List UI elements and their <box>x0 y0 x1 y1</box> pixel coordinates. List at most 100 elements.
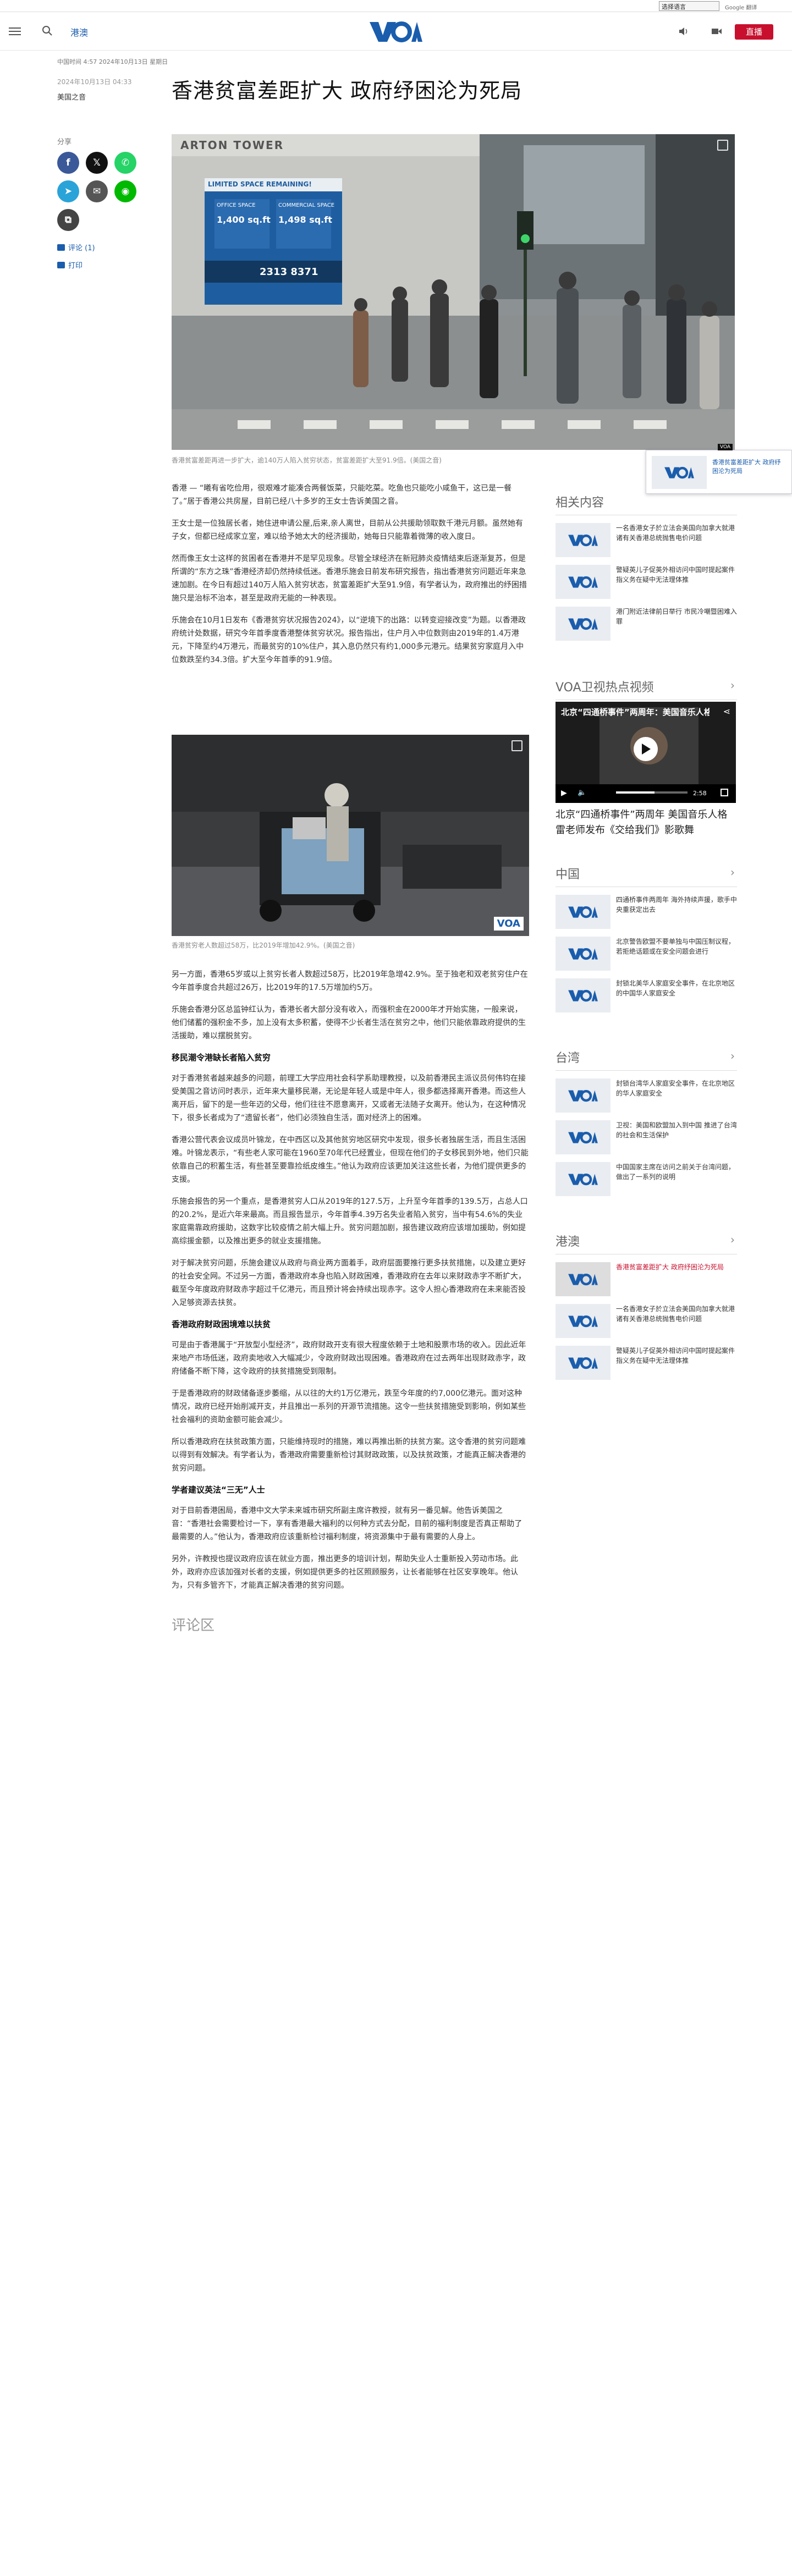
list-item[interactable]: 北京警告欧盟不要单独与中国压制议程，若拒绝话题或在安全问题会进行 <box>556 937 737 971</box>
list-item-text: 警疑英儿子促英外相访问中国时提起案件 指义务在疑中无法理体推 <box>616 1347 735 1364</box>
list-item-text: 一名香港女子於立法会美国向加拿大就港诸有关香港总统抛售电价问题 <box>616 1305 735 1323</box>
paragraph: 乐施会在10月1日发布《香港贫穷状况报告2024》，以“逆境下的出路：以转变迎接… <box>172 616 526 664</box>
photo-commercial-area: 1,498 sq.ft <box>278 214 332 225</box>
subheading: 学者建议英法“三无”人士 <box>172 1485 265 1495</box>
thumbnail <box>556 978 610 1012</box>
video-section-title[interactable]: VOA卫视热点视频 › <box>556 678 737 700</box>
list-item[interactable]: 封锁台湾华人家庭安全事件，在北京地区的华人家庭安全 <box>556 1078 737 1113</box>
list-item[interactable]: 港门附近法律前日举行 市民冷嘲暨困难入罪 <box>556 607 737 641</box>
fullscreen-icon[interactable] <box>721 789 728 796</box>
thumbnail <box>556 523 610 557</box>
article-date: 2024年10月13日 04:33 <box>57 78 132 86</box>
copy-link-icon[interactable]: ⧉ <box>57 209 79 231</box>
menu-icon[interactable] <box>9 25 21 37</box>
thumbnail <box>556 565 610 599</box>
thumbnail <box>556 1262 610 1296</box>
play-button[interactable] <box>634 737 658 761</box>
voa-logo-small <box>568 618 598 630</box>
video-icon[interactable] <box>711 25 723 37</box>
thumbnail <box>556 937 610 971</box>
thumbnail <box>556 895 610 929</box>
photo-commercial-label: COMMERCIAL SPACE <box>278 202 335 208</box>
voa-logo-small <box>568 948 598 960</box>
video-player[interactable]: 北京“四通桥事件”两周年：美国音乐人格雷老... ⋖ ▶ 🔈 2:58 <box>556 702 736 803</box>
photo-phone-number: 2313 8371 <box>260 266 318 278</box>
article-body: 香港 — “曦有省吃俭用，很艰难才能凑合两餐饭菜，只能吃菜。吃鱼也只能吃小咸鱼干… <box>172 482 529 675</box>
chevron-right-icon: › <box>730 1233 735 1246</box>
china-section: 中国 › 四通桥事件两周年 海外持续声援，歌手中央重获定出去 北京警告欧盟不要单独… <box>556 865 737 1020</box>
elderly-cart-illustration <box>172 735 529 936</box>
comments-link[interactable]: 评论 (1) <box>57 242 95 252</box>
taiwan-title-text: 台湾 <box>556 1052 580 1065</box>
volume-small-icon[interactable]: 🔈 <box>578 789 587 797</box>
popup-thumbnail <box>652 456 707 489</box>
play-small-icon[interactable]: ▶ <box>561 789 567 797</box>
voa-logo-small <box>568 576 598 588</box>
thumbnail <box>556 1304 610 1338</box>
search-icon[interactable] <box>41 24 55 38</box>
list-item[interactable]: 卫视：美国和欧盟加入到中国 推进了台湾的社会和生活保护 <box>556 1120 737 1154</box>
hongkong-title[interactable]: 港澳 › <box>556 1232 737 1254</box>
taiwan-title[interactable]: 台湾 › <box>556 1048 737 1071</box>
video-section: VOA卫视热点视频 › <box>556 678 737 708</box>
telegram-icon[interactable]: ➤ <box>57 180 79 202</box>
voa-logo-small <box>568 534 598 547</box>
volume-icon[interactable] <box>678 25 690 37</box>
paragraph: 另一方面，香港65岁或以上贫穷长者人数超过58万，比2019年急增42.9%。至… <box>172 970 528 992</box>
voa-logo[interactable] <box>369 19 424 44</box>
list-item[interactable]: 警疑英儿子促英外相访问中国时提起案件 指义务在疑中无法理体推 <box>556 565 737 599</box>
list-item-text: 四通桥事件两周年 海外持续声援，歌手中央重获定出去 <box>616 896 737 913</box>
list-item[interactable]: 警疑英儿子促英外相访问中国时提起案件 指义务在疑中无法理体推 <box>556 1346 737 1380</box>
paragraph: 香港 — “曦有省吃俭用，很艰难才能凑合两餐饭菜，只能吃菜。吃鱼也只能吃小咸鱼干… <box>172 484 512 506</box>
china-title-text: 中国 <box>556 868 580 882</box>
whatsapp-icon[interactable]: ✆ <box>114 152 136 174</box>
video-overlay-title: 北京“四通桥事件”两周年：美国音乐人格雷老... <box>561 707 710 717</box>
article-meta: 中国时间 4:57 2024年10月13日 星期日 <box>57 58 168 65</box>
list-item[interactable]: 一名香港女子於立法会美国向加拿大就港诸有关香港总统抛售电价问题 <box>556 1304 737 1338</box>
list-item-text: 北京警告欧盟不要单独与中国压制议程，若拒绝话题或在安全问题会进行 <box>616 938 735 955</box>
paragraph: 对于目前香港困局，香港中文大学未来城市研究所副主席许教授，就有另一番见解。他告诉… <box>172 1506 522 1542</box>
list-item[interactable]: 香港贫富差距扩大 政府纾困沦为死局 <box>556 1262 737 1296</box>
x-icon[interactable]: 𝕏 <box>86 152 108 174</box>
thumbnail <box>556 607 610 641</box>
expand-icon[interactable] <box>512 740 522 751</box>
video-caption[interactable]: 北京“四通桥事件”两周年 美国音乐人格雷老师发布《交给我们》影歌舞 <box>556 809 728 836</box>
paragraph: 可是由于香港属于“开放型小型经济”，政府财政开支有很大程度依赖于土地和股票市场的… <box>172 1341 526 1376</box>
sticky-article-popup[interactable]: 香港贫富差距扩大 政府纾困沦为死局 VOA <box>646 444 792 494</box>
photo2-caption: 香港贫穷老人数超过58万，比2019年增加42.9%。(美国之音) <box>172 942 355 949</box>
list-item[interactable]: 一名香港女子於立法会美国向加拿大就港诸有关香港总统抛售电价问题 <box>556 523 737 557</box>
voa-logo-small <box>568 1273 598 1286</box>
list-item-text: 封锁台湾华人家庭安全事件，在北京地区的华人家庭安全 <box>616 1080 735 1097</box>
live-button[interactable]: 直播 <box>735 24 773 40</box>
print-link[interactable]: 打印 <box>57 260 82 270</box>
voa-logo-small <box>568 906 598 918</box>
photo-tower-sign: ARTON TOWER <box>180 139 284 152</box>
google-translate-label: Google 翻译 <box>725 5 757 11</box>
list-item-text: 警疑英儿子促英外相访问中国时提起案件 指义务在疑中无法理体推 <box>616 566 735 584</box>
line-icon[interactable]: ◉ <box>114 180 136 202</box>
expand-icon[interactable] <box>717 140 728 151</box>
site-header: 港澳 直播 <box>0 12 792 51</box>
list-item-text: 香港贫富差距扩大 政府纾困沦为死局 <box>616 1263 724 1271</box>
taiwan-section: 台湾 › 封锁台湾华人家庭安全事件，在北京地区的华人家庭安全 卫视：美国和欧盟加入… <box>556 1048 737 1204</box>
list-item-text: 港门附近法律前日举行 市民冷嘲暨困难入罪 <box>616 608 737 625</box>
article-body-continued: 另一方面，香港65岁或以上贫穷长者人数超过58万，比2019年急增42.9%。至… <box>172 968 529 1634</box>
language-select[interactable]: 选择语言 <box>659 1 719 11</box>
voa-logo-small <box>568 1131 598 1144</box>
share-icon[interactable]: ⋖ <box>723 706 730 717</box>
china-title[interactable]: 中国 › <box>556 865 737 887</box>
second-photo: VOA <box>172 735 529 936</box>
voa-logo-small <box>568 989 598 1002</box>
thumbnail <box>556 1346 610 1380</box>
list-item[interactable]: 中国国家主席在访问之前关于台湾问题，做出了一系列的说明 <box>556 1162 737 1196</box>
related-section: 相关内容 一名香港女子於立法会美国向加拿大就港诸有关香港总统抛售电价问题 警疑英… <box>556 493 737 648</box>
subheading: 移民潮令港缺长者陷入贫穷 <box>172 1053 271 1063</box>
section-name[interactable]: 港澳 <box>70 27 89 38</box>
list-item-text: 一名香港女子於立法会美国向加拿大就港诸有关香港总统抛售电价问题 <box>616 524 735 542</box>
list-item[interactable]: 封锁北美华人家庭安全事件，在北京地区的中国华人家庭安全 <box>556 978 737 1012</box>
article-author[interactable]: 美国之音 <box>57 93 86 102</box>
list-item[interactable]: 四通桥事件两周年 海外持续声援，歌手中央重获定出去 <box>556 895 737 929</box>
facebook-icon[interactable]: f <box>57 152 79 174</box>
paragraph: 乐施会报告的另一个重点，是香港贫穷人口从2019年的127.5万，上升至今年首季… <box>172 1197 528 1246</box>
email-icon[interactable]: ✉ <box>86 180 108 202</box>
